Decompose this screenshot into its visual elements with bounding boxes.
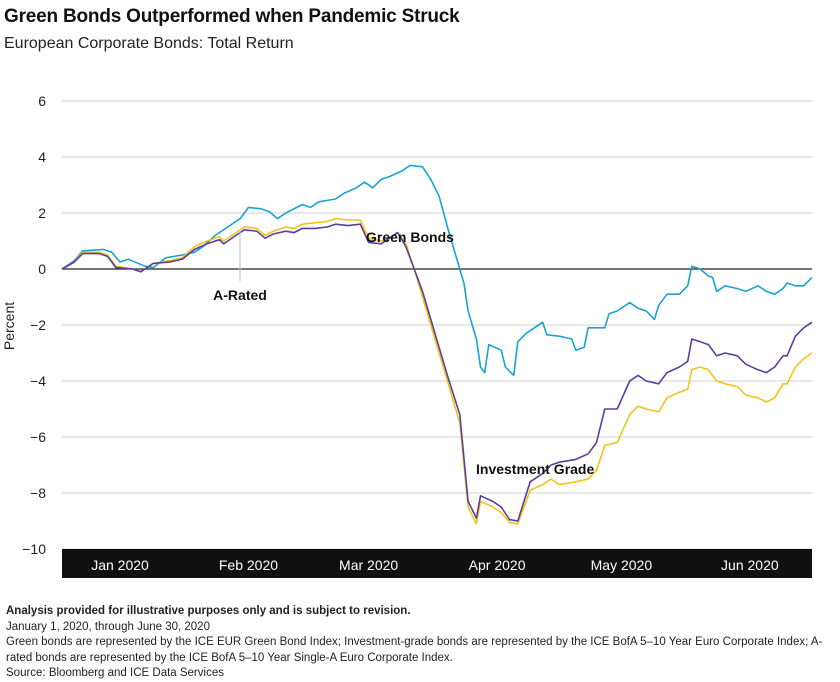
gridlines (62, 100, 812, 550)
date-range: January 1, 2020, through June 30, 2020 (6, 620, 210, 633)
series-line-investment-grade (61, 223, 813, 522)
y-tick-label: −8 (30, 485, 46, 501)
x-tick-label: Jan 2020 (91, 557, 149, 573)
y-tick-label: 4 (38, 149, 46, 165)
y-tick-label: −6 (30, 429, 46, 445)
y-tick-label: −10 (22, 541, 46, 557)
index-definitions: Green bonds are represented by the ICE E… (6, 636, 823, 664)
x-tick-label: Apr 2020 (469, 557, 526, 573)
x-tick-label: Jun 2020 (721, 557, 779, 573)
y-axis-ticks: 6 4 2 0 −2 −4 −6 −8 −10 (22, 93, 46, 557)
series-lines (61, 164, 813, 525)
chart-title: Green Bonds Outperformed when Pandemic S… (4, 6, 460, 27)
annotation-a-rated: A-Rated (213, 287, 267, 303)
annotation-investment-grade: Investment Grade (476, 461, 594, 477)
line-chart: 6 4 2 0 −2 −4 −6 −8 −10 Green Bonds A-Rated Invest… (1, 93, 813, 578)
y-tick-label: −4 (30, 373, 46, 389)
disclaimer: Analysis provided for illustrative purpo… (6, 605, 411, 617)
x-tick-label: May 2020 (591, 557, 653, 573)
y-tick-label: −2 (30, 317, 46, 333)
y-axis-label: Percent (1, 302, 17, 350)
y-tick-label: 0 (38, 261, 46, 277)
x-axis-band-bg (62, 549, 812, 578)
chart-subtitle: European Corporate Bonds: Total Return (4, 35, 294, 52)
series-line-a-rated (61, 217, 813, 525)
y-tick-label: 6 (38, 93, 46, 109)
series-annotations: Green Bonds A-Rated Investment Grade (213, 229, 594, 477)
series-line-green-bonds (61, 164, 813, 377)
x-tick-label: Mar 2020 (339, 557, 398, 573)
x-tick-label: Feb 2020 (219, 557, 278, 573)
annotation-green-bonds: Green Bonds (366, 229, 454, 245)
y-tick-label: 2 (38, 205, 46, 221)
x-axis-band: Jan 2020 Feb 2020 Mar 2020 Apr 2020 May 2020… (62, 549, 812, 578)
footnotes: Analysis provided for illustrative purpo… (6, 604, 836, 682)
source-note: Source: Bloomberg and ICE Data Services (6, 667, 224, 679)
